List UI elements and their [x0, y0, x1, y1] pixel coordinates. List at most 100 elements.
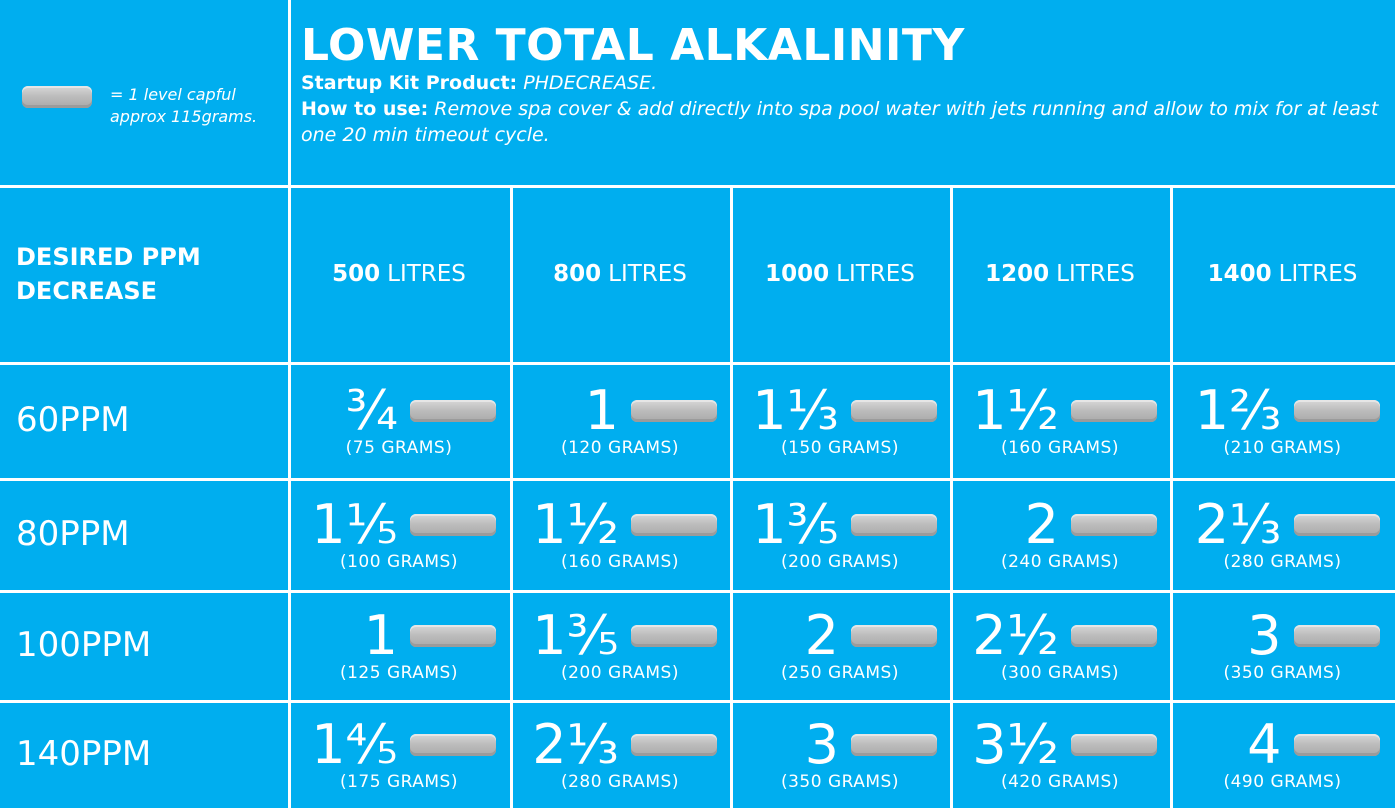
amount-row: 1⅗ — [523, 607, 717, 665]
capful-icon — [1293, 514, 1380, 536]
capful-icon — [410, 514, 496, 536]
row-header: 140PPM — [0, 700, 291, 811]
amount: 1½ — [972, 379, 1059, 442]
volume: 500 — [332, 260, 381, 287]
grams: (300 GRAMS) — [1000, 663, 1119, 683]
grams: (160 GRAMS) — [560, 552, 679, 572]
grams: (420 GRAMS) — [1000, 772, 1119, 792]
usage-label: How to use: — [301, 98, 429, 120]
amount: 1⅗ — [752, 493, 839, 556]
unit: LITRES — [387, 260, 466, 287]
amount-cell: 1 (125 GRAMS) — [288, 590, 513, 703]
amount-cell: 1⅕ (100 GRAMS) — [288, 478, 513, 593]
amount: 3 — [1247, 604, 1282, 667]
amount-cell: 3 (350 GRAMS) — [730, 700, 953, 811]
amount-row: 3 — [1186, 607, 1380, 665]
amount: 2⅓ — [532, 713, 619, 776]
grams: (280 GRAMS) — [560, 772, 679, 792]
capful-icon — [851, 625, 937, 647]
amount-row: 2⅓ — [1186, 496, 1380, 554]
grams: (175 GRAMS) — [339, 772, 458, 792]
capful-icon — [22, 86, 92, 108]
amount-cell: 2⅓ (280 GRAMS) — [1170, 478, 1395, 593]
grams: (75 GRAMS) — [345, 438, 453, 458]
amount-cell: 1 (120 GRAMS) — [510, 362, 733, 481]
amount: 1⅕ — [311, 493, 398, 556]
corner-label: DESIRED PPM DECREASE — [16, 242, 201, 305]
amount: ¾ — [345, 379, 398, 442]
column-header: 800 LITRES — [510, 185, 733, 365]
amount: 3½ — [972, 713, 1059, 776]
amount-row: 1½ — [963, 382, 1157, 440]
grams: (350 GRAMS) — [780, 772, 899, 792]
amount: 1⅔ — [1194, 379, 1282, 442]
amount: 4 — [1247, 713, 1282, 776]
amount-row: 2 — [963, 496, 1157, 554]
amount-cell: 2 (240 GRAMS) — [950, 478, 1173, 593]
amount: 1⅗ — [532, 604, 619, 667]
grams: (210 GRAMS) — [1223, 438, 1342, 458]
capful-icon — [1071, 625, 1157, 647]
amount-row: 3½ — [963, 716, 1157, 774]
grams: (490 GRAMS) — [1223, 772, 1342, 792]
amount-cell: 1⅗ (200 GRAMS) — [510, 590, 733, 703]
capful-icon — [1071, 400, 1157, 422]
amount: 2⅓ — [1194, 493, 1282, 556]
amount-cell: 1⅗ (200 GRAMS) — [730, 478, 953, 593]
unit: LITRES — [1056, 260, 1135, 287]
grams: (280 GRAMS) — [1223, 552, 1342, 572]
amount-cell: 2⅓ (280 GRAMS) — [510, 700, 733, 811]
product-value: PHDECREASE. — [523, 72, 658, 94]
volume: 1200 — [985, 260, 1050, 287]
usage-line: How to use: Remove spa cover & add direc… — [301, 96, 1395, 148]
product-label: Startup Kit Product: — [301, 72, 518, 94]
amount-row: 1⅓ — [743, 382, 937, 440]
title: LOWER TOTAL ALKALINITY — [301, 20, 965, 71]
capful-icon — [631, 734, 717, 756]
capful-icon — [1293, 734, 1380, 756]
amount: 2 — [804, 604, 839, 667]
header-cell: LOWER TOTAL ALKALINITY Startup Kit Produ… — [288, 0, 1395, 188]
capful-icon — [631, 625, 717, 647]
grams: (240 GRAMS) — [1000, 552, 1119, 572]
amount-cell: 1⅔ (210 GRAMS) — [1170, 362, 1395, 481]
volume: 1400 — [1207, 260, 1272, 287]
amount-row: 3 — [743, 716, 937, 774]
unit: LITRES — [608, 260, 687, 287]
amount: 1 — [363, 604, 398, 667]
amount-row: 2⅓ — [523, 716, 717, 774]
amount-row: 2 — [743, 607, 937, 665]
amount-cell: 3 (350 GRAMS) — [1170, 590, 1395, 703]
amount-row: ¾ — [302, 382, 496, 440]
grams: (160 GRAMS) — [1000, 438, 1119, 458]
product-line: Startup Kit Product: PHDECREASE. — [301, 70, 1395, 96]
grams: (200 GRAMS) — [780, 552, 899, 572]
amount-cell: ¾ (75 GRAMS) — [288, 362, 513, 481]
amount-cell: 1½ (160 GRAMS) — [950, 362, 1173, 481]
column-header: 1200 LITRES — [950, 185, 1173, 365]
grams: (200 GRAMS) — [560, 663, 679, 683]
capful-icon — [851, 734, 937, 756]
capful-icon — [1293, 625, 1380, 647]
amount-row: 1⅔ — [1186, 382, 1380, 440]
amount: 1 — [584, 379, 619, 442]
column-header: 1000 LITRES — [730, 185, 953, 365]
amount-row: 1 — [523, 382, 717, 440]
amount: 1⅓ — [752, 379, 839, 442]
column-header: 1400 LITRES — [1170, 185, 1395, 365]
legend-text: = 1 level capful approx 115grams. — [110, 85, 258, 126]
amount-cell: 3½ (420 GRAMS) — [950, 700, 1173, 811]
grams: (120 GRAMS) — [560, 438, 679, 458]
capful-icon — [851, 400, 937, 422]
amount-cell: 1⅘ (175 GRAMS) — [288, 700, 513, 811]
amount: 1½ — [532, 493, 619, 556]
amount-row: 1⅘ — [302, 716, 496, 774]
amount-cell: 1⅓ (150 GRAMS) — [730, 362, 953, 481]
column-header: 500 LITRES — [288, 185, 513, 365]
amount: 3 — [804, 713, 839, 776]
capful-icon — [410, 625, 496, 647]
capful-icon — [1293, 400, 1380, 422]
amount-cell: 4 (490 GRAMS) — [1170, 700, 1395, 811]
amount: 1⅘ — [311, 713, 398, 776]
